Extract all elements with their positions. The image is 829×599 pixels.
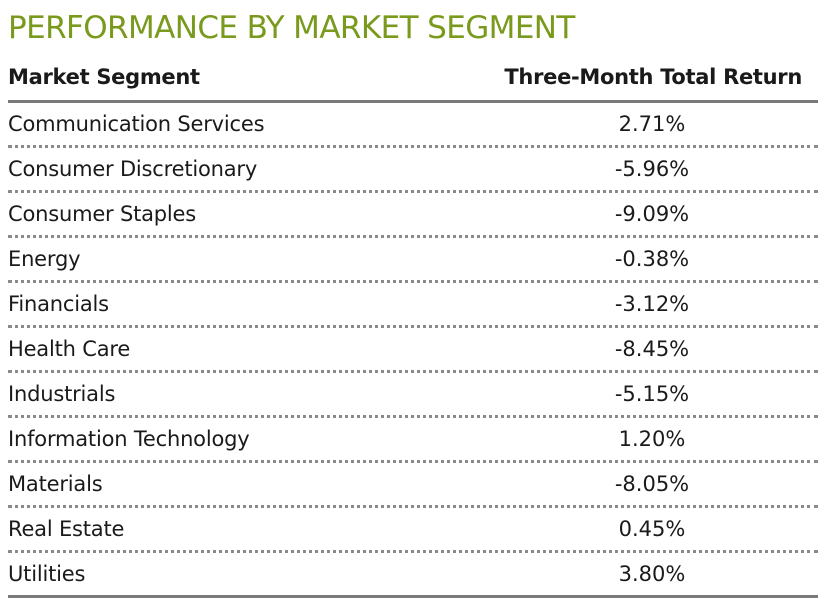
return-cell: -8.45%: [614, 337, 690, 361]
return-cell: 0.45%: [618, 517, 686, 541]
table-row: Information Technology 1.20%: [8, 418, 818, 463]
return-cell: -8.05%: [614, 472, 690, 496]
table-header: Market Segment Three-Month Total Return: [8, 57, 818, 103]
table-row: Energy -0.38%: [8, 238, 818, 283]
return-cell: -9.09%: [614, 202, 690, 226]
table-body: Communication Services 2.71% Consumer Disc…: [8, 103, 818, 598]
return-cell: 2.71%: [618, 112, 686, 136]
segment-cell: Health Care: [8, 337, 131, 361]
table-row: Utilities 3.80%: [8, 553, 818, 598]
segment-cell: Financials: [8, 292, 109, 316]
return-cell: -5.96%: [614, 157, 690, 181]
segment-cell: Communication Services: [8, 112, 265, 136]
table-row: Materials -8.05%: [8, 463, 818, 508]
table-row: Industrials -5.15%: [8, 373, 818, 418]
segment-cell: Industrials: [8, 382, 116, 406]
segment-cell: Consumer Staples: [8, 202, 197, 226]
return-cell: -3.12%: [614, 292, 690, 316]
segment-cell: Energy: [8, 247, 81, 271]
segment-cell: Utilities: [8, 562, 86, 586]
performance-table: Market Segment Three-Month Total Return …: [8, 57, 818, 598]
return-cell: 1.20%: [618, 427, 686, 451]
table-row: Health Care -8.45%: [8, 328, 818, 373]
table-row: Financials -3.12%: [8, 283, 818, 328]
table-row: Communication Services 2.71%: [8, 103, 818, 148]
column-header-return: Three-Month Total Return: [504, 65, 802, 89]
column-header-segment: Market Segment: [8, 65, 200, 89]
return-cell: 3.80%: [618, 562, 686, 586]
segment-cell: Real Estate: [8, 517, 125, 541]
return-cell: -5.15%: [614, 382, 690, 406]
segment-cell: Consumer Discretionary: [8, 157, 258, 181]
table-row: Consumer Staples -9.09%: [8, 193, 818, 238]
table-row: Real Estate 0.45%: [8, 508, 818, 553]
segment-cell: Materials: [8, 472, 103, 496]
segment-cell: Information Technology: [8, 427, 250, 451]
return-cell: -0.38%: [614, 247, 690, 271]
chart-title: PERFORMANCE BY MARKET SEGMENT: [8, 10, 575, 46]
table-row: Consumer Discretionary -5.96%: [8, 148, 818, 193]
